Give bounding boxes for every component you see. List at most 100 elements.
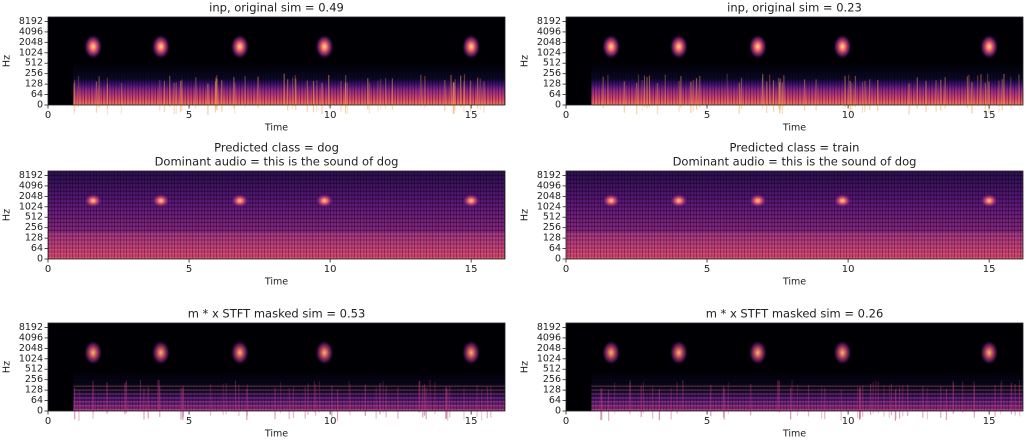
streak bbox=[476, 385, 478, 417]
texture bbox=[73, 63, 505, 105]
streak bbox=[163, 80, 166, 113]
y-tick-label: 0 bbox=[37, 406, 43, 417]
streak bbox=[870, 383, 872, 416]
streak bbox=[423, 384, 426, 416]
bark bbox=[833, 340, 852, 365]
axes-frame bbox=[47, 16, 506, 106]
y-tick-label: 512 bbox=[543, 364, 561, 375]
streak bbox=[640, 385, 642, 418]
streak bbox=[861, 81, 864, 114]
harmonic-band bbox=[591, 346, 1023, 348]
streak bbox=[124, 383, 126, 415]
streak bbox=[469, 80, 472, 112]
bark bbox=[669, 193, 688, 208]
streak bbox=[222, 383, 224, 415]
y-tick-label: 256 bbox=[25, 222, 43, 233]
streak bbox=[182, 388, 184, 420]
streak bbox=[73, 82, 75, 115]
chart-title: Predicted class = dog bbox=[214, 141, 339, 155]
x-tick-label: 0 bbox=[563, 264, 569, 275]
streak bbox=[274, 387, 276, 420]
streak bbox=[1018, 380, 1020, 412]
harmonic-band bbox=[566, 245, 1023, 247]
streak bbox=[98, 76, 100, 108]
harmonic-band bbox=[48, 175, 505, 177]
harmonic-band bbox=[566, 186, 1023, 188]
streak bbox=[397, 387, 399, 419]
bark bbox=[669, 340, 688, 365]
harmonic-band bbox=[566, 217, 1023, 220]
streak bbox=[980, 74, 982, 106]
axes-frame bbox=[47, 170, 506, 260]
harmonic-band bbox=[73, 330, 505, 333]
streak bbox=[766, 81, 768, 113]
harmonic-band bbox=[48, 241, 505, 243]
y-tick-label: 1024 bbox=[19, 47, 43, 58]
streak bbox=[998, 80, 1000, 112]
streak bbox=[851, 83, 853, 115]
streak bbox=[447, 389, 449, 421]
streak bbox=[1003, 73, 1005, 106]
streak bbox=[738, 82, 740, 114]
streak bbox=[348, 380, 350, 413]
harmonic-band bbox=[566, 194, 1023, 196]
streak bbox=[821, 387, 823, 419]
harmonic-band bbox=[48, 245, 505, 247]
y-axis-label: Hz bbox=[2, 209, 13, 221]
harmonic-band bbox=[73, 381, 505, 383]
streak bbox=[815, 79, 817, 111]
streak bbox=[463, 81, 465, 113]
spectrogram-image bbox=[48, 171, 505, 259]
bark bbox=[315, 193, 334, 208]
streak bbox=[968, 74, 970, 107]
streak bbox=[92, 380, 94, 412]
streak bbox=[761, 77, 764, 110]
streak bbox=[463, 74, 466, 106]
streak bbox=[678, 80, 680, 113]
streak bbox=[602, 76, 604, 108]
streak bbox=[159, 80, 161, 112]
x-tick-label: 5 bbox=[186, 416, 192, 427]
streak bbox=[336, 389, 339, 421]
x-tick-label: 10 bbox=[324, 264, 337, 275]
streak bbox=[209, 384, 212, 416]
streak bbox=[890, 383, 893, 416]
streak bbox=[600, 388, 602, 421]
axes-frame bbox=[47, 322, 506, 412]
streak bbox=[453, 82, 455, 114]
harmonic-band bbox=[48, 214, 505, 216]
streak bbox=[864, 80, 866, 113]
streak bbox=[658, 388, 660, 421]
streak bbox=[444, 80, 446, 112]
streak bbox=[318, 381, 320, 413]
streak bbox=[157, 379, 159, 412]
harmonic-band bbox=[48, 225, 505, 227]
harmonic-band bbox=[48, 186, 505, 188]
streak bbox=[246, 388, 248, 421]
streak bbox=[908, 83, 910, 115]
streak bbox=[294, 75, 296, 107]
streak bbox=[182, 385, 184, 418]
streak bbox=[480, 389, 483, 421]
harmonic-band bbox=[566, 233, 1023, 235]
streak bbox=[791, 379, 793, 412]
streak bbox=[699, 75, 701, 108]
y-tick-label: 2048 bbox=[537, 343, 561, 354]
chart-title: m * x STFT masked sim = 0.53 bbox=[188, 307, 366, 321]
harmonic-band bbox=[48, 229, 505, 231]
streak bbox=[483, 81, 485, 113]
x-tick-label: 15 bbox=[983, 110, 996, 121]
bark bbox=[230, 193, 249, 208]
axes-frame bbox=[565, 170, 1024, 260]
streak bbox=[952, 382, 954, 414]
streak bbox=[158, 379, 160, 412]
harmonic-band bbox=[566, 190, 1023, 192]
streak bbox=[424, 76, 426, 108]
y-tick-label: 0 bbox=[555, 100, 561, 111]
streak bbox=[962, 381, 964, 413]
streak bbox=[95, 81, 98, 113]
streak bbox=[750, 383, 752, 416]
